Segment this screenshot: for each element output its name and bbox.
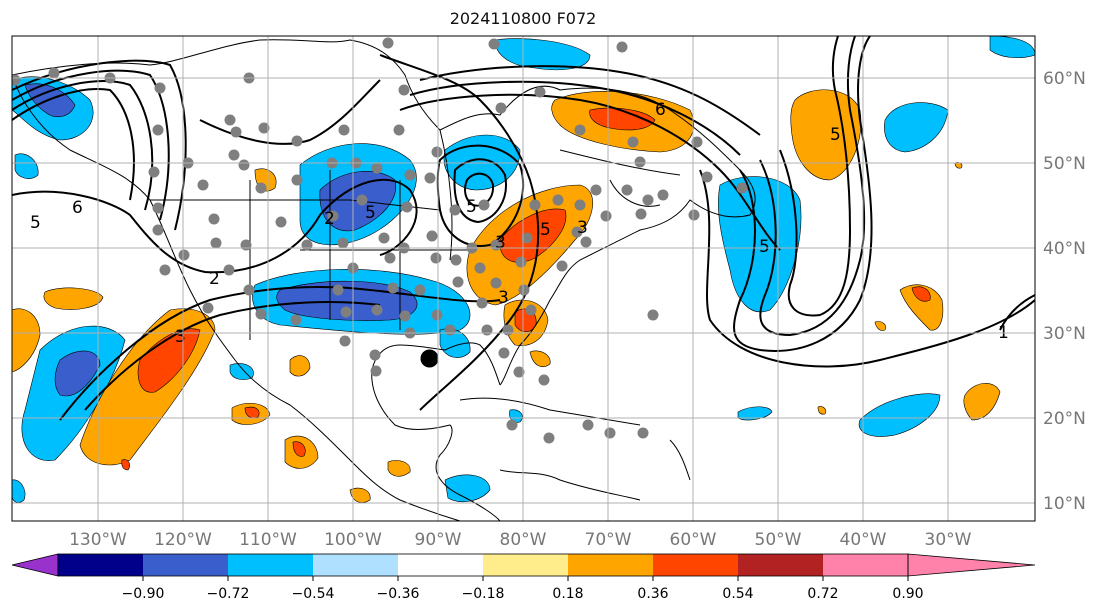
longitude-label: 50°W	[755, 530, 802, 550]
contour-label: 6	[72, 198, 83, 218]
latitude-axis: 60°N 50°N 40°N 30°N 20°N 10°N	[1043, 69, 1086, 514]
longitude-label: 120°W	[154, 530, 212, 550]
latitude-label: 30°N	[1043, 324, 1086, 344]
positive-anomaly-shading	[12, 89, 1001, 503]
colorbar-segment	[313, 554, 398, 576]
colorbar-tick-label: 0.90	[892, 586, 923, 602]
graticule	[12, 36, 1035, 521]
map-title: 2024110800 F072	[449, 9, 597, 28]
contour-label: 3	[175, 327, 186, 347]
colorbar-segment	[738, 554, 823, 576]
longitude-label: 40°W	[840, 530, 887, 550]
contour-label: 6	[655, 100, 666, 120]
colorbar-tick-label: 0.72	[807, 586, 838, 602]
contour-label: 5	[365, 203, 376, 223]
colorbar-tick-label: −0.90	[122, 586, 165, 602]
latitude-label: 50°N	[1043, 154, 1086, 174]
contour-label: 2	[324, 209, 335, 229]
coastlines	[12, 39, 756, 521]
map-frame	[11, 35, 1036, 522]
colorbar-segment	[58, 554, 143, 576]
latitude-label: 40°N	[1043, 239, 1086, 259]
contour-label: 5	[759, 237, 770, 257]
contour-label: 5	[30, 213, 41, 233]
latitude-label: 60°N	[1043, 69, 1086, 89]
longitude-label: 110°W	[239, 530, 297, 550]
colorbar-tick-label: 0.36	[637, 586, 668, 602]
colorbar-segment	[653, 554, 738, 576]
longitude-label: 30°W	[925, 530, 972, 550]
longitude-label: 70°W	[585, 530, 632, 550]
negative-anomaly-shading	[12, 36, 1035, 503]
longitude-label: 80°W	[500, 530, 547, 550]
colorbar-tick-label: −0.54	[292, 586, 335, 602]
colorbar-tick-label: 0.18	[552, 586, 583, 602]
contour-label: 2	[209, 269, 220, 289]
contour-labels: 6 5 5 6 5 3 3 2 2 3 3 5 5 5 1	[30, 100, 1009, 347]
colorbar-segment	[228, 554, 313, 576]
latitude-label: 20°N	[1043, 409, 1086, 429]
colorbar-tick-label: −0.18	[462, 586, 505, 602]
colorbar-tick-label: −0.36	[377, 586, 420, 602]
colorbar-segment	[568, 554, 653, 576]
colorbar-segment	[143, 554, 228, 576]
station-dots	[12, 37, 748, 444]
contour-label: 5	[466, 197, 477, 217]
colorbar-left-arrow	[11, 553, 59, 577]
colorbar-segment	[823, 554, 908, 576]
colorbar-right-arrow	[907, 553, 1036, 577]
contour-label: 3	[498, 288, 509, 308]
colorbar-tick-label: 0.54	[722, 586, 753, 602]
marker-dot	[420, 349, 439, 368]
longitude-label: 90°W	[415, 530, 462, 550]
colorbar-tick-label: −0.72	[207, 586, 250, 602]
latitude-label: 10°N	[1043, 494, 1086, 514]
contour-label: 5	[830, 125, 841, 145]
colorbar-segment	[483, 554, 568, 576]
contour-label: 3	[495, 233, 506, 253]
longitude-label: 130°W	[69, 530, 127, 550]
longitude-label: 100°W	[324, 530, 382, 550]
longitude-axis: 130°W 120°W 110°W 100°W 90°W 80°W 70°W 6…	[69, 530, 972, 550]
longitude-label: 60°W	[670, 530, 717, 550]
colorbar-segment	[398, 554, 483, 576]
contour-label: 5	[540, 220, 551, 240]
colorbar: −0.90 −0.72 −0.54 −0.36 −0.18 0.18 0.36 …	[11, 553, 1036, 602]
contour-label: 3	[577, 218, 588, 238]
